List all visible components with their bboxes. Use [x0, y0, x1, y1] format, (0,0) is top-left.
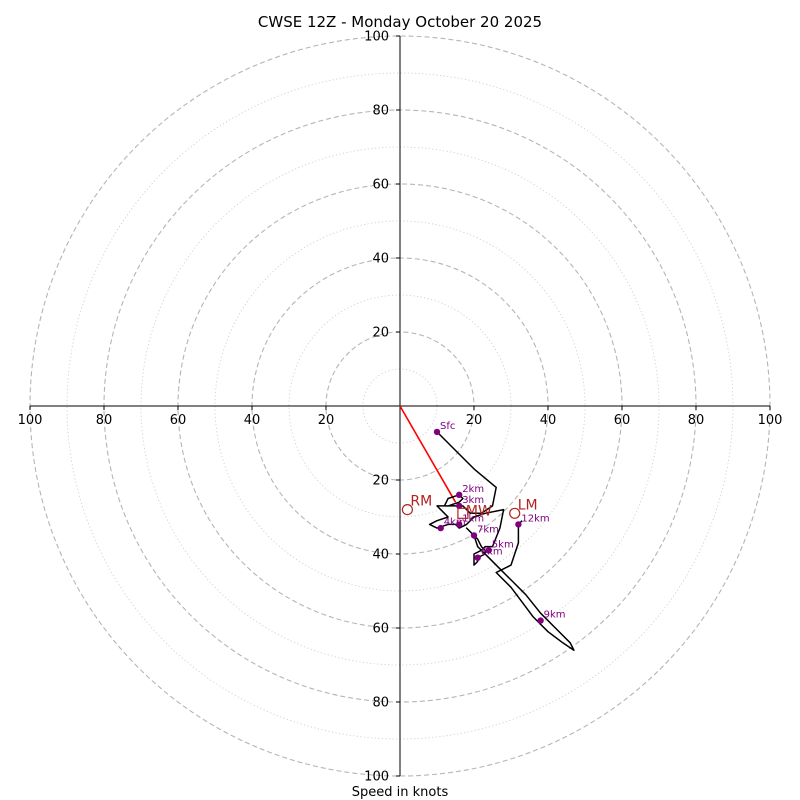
storm-marker-rm	[401, 504, 413, 516]
height-label-12km: 12km	[521, 513, 549, 524]
x-tick-label-right-20: 20	[466, 413, 483, 428]
x-tick-label-left-80: 80	[96, 413, 113, 428]
height-marker-7km	[470, 532, 478, 539]
bulk-shear-vector	[399, 405, 457, 503]
storm-label-mw: MW	[466, 503, 492, 519]
height-label-6km: 6km	[481, 547, 503, 558]
chart-title: CWSE 12Z - Monday October 20 2025	[258, 13, 542, 31]
y-tick-label-bottom-100: 100	[364, 770, 389, 785]
storm-label-rm: RM	[410, 494, 432, 510]
x-axis-label: Speed in knots	[352, 785, 449, 800]
y-tick-label-bottom-80: 80	[372, 696, 389, 711]
height-marker-3km	[456, 502, 463, 510]
height-label-9km: 9km	[544, 610, 566, 621]
height-label-7km: 7km	[477, 525, 499, 536]
height-label-1km: 1km	[462, 513, 484, 524]
height-label-4km: 4km	[444, 517, 466, 528]
height-marker-5km	[485, 547, 492, 554]
height-marker-2km	[456, 491, 463, 498]
y-tick-label-bottom-20: 20	[372, 474, 389, 489]
x-tick-label-left-40: 40	[244, 413, 261, 428]
height-marker-1km	[456, 521, 463, 528]
x-tick-label-left-60: 60	[170, 413, 187, 428]
y-tick-label-bottom-60: 60	[372, 622, 389, 637]
y-tick-label-bottom-40: 40	[372, 548, 389, 563]
x-tick-label-left-100: 100	[18, 413, 43, 428]
height-marker-6km	[474, 554, 481, 561]
x-tick-label-right-80: 80	[688, 413, 705, 428]
hodograph-trace	[428, 431, 575, 651]
x-tick-label-left-20: 20	[318, 413, 335, 428]
shear-vector-layer	[399, 405, 457, 503]
storm-label-lm: LM	[518, 497, 538, 513]
height-label-3km: 3km	[462, 495, 484, 506]
height-marker-sfc	[433, 428, 441, 436]
storm-marker-lm	[509, 507, 521, 519]
tick-labels: 20 20 20 20 40 40 40 40 60 60 60 60 80 80 80 80 100 100 10…	[18, 30, 783, 785]
height-label-sfc: Sfc	[440, 421, 455, 432]
y-tick-label-top-40: 40	[372, 252, 389, 267]
x-tick-label-right-100: 100	[758, 413, 783, 428]
height-label-5km: 5km	[492, 539, 514, 550]
height-label-2km: 2km	[462, 484, 484, 495]
y-tick-label-top-60: 60	[372, 178, 389, 193]
y-tick-label-top-100: 100	[364, 30, 389, 45]
storm-motion-markers: RM LM MW	[401, 494, 538, 519]
storm-marker-mw	[457, 507, 469, 519]
x-tick-label-right-60: 60	[614, 413, 631, 428]
y-tick-label-top-20: 20	[372, 326, 389, 341]
height-marker-4km	[437, 524, 444, 532]
height-marker-9km	[537, 617, 544, 624]
y-tick-label-top-80: 80	[372, 104, 389, 119]
height-marker-12km	[515, 521, 522, 528]
hodograph-trace-layer	[428, 431, 575, 651]
x-tick-label-right-40: 40	[540, 413, 557, 428]
